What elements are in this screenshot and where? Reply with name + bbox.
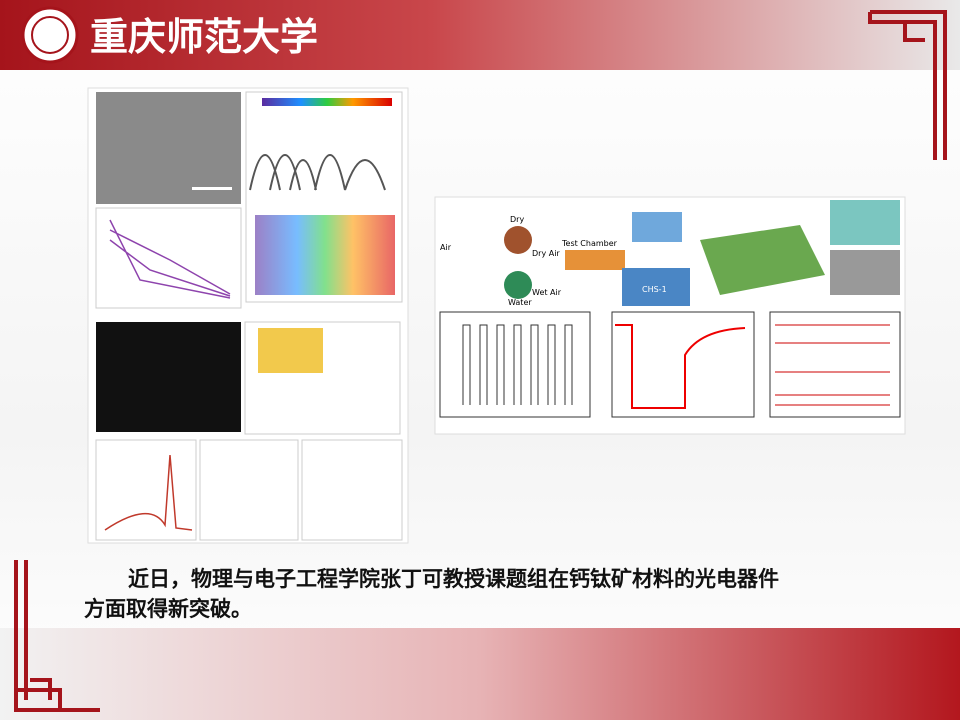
diagram-label: Test Chamber xyxy=(561,239,618,248)
diagram-label: Dry Air xyxy=(532,249,560,258)
header-title: 重庆师范大学 xyxy=(90,14,318,59)
diagram-label: CHS-1 xyxy=(642,285,667,294)
logo xyxy=(21,6,79,64)
diagram-label: Water xyxy=(508,298,532,307)
figure-right: Air Dry Dry Air Water Wet Air Test Chamb… xyxy=(434,196,906,435)
diagram-label: Air xyxy=(440,243,452,252)
caption: 近日，物理与电子工程学院张丁可教授课题组在钙钛矿材料的光电器件 方面取得新突破。 xyxy=(84,564,904,624)
logo-inner xyxy=(31,16,69,54)
footer-band xyxy=(0,628,960,720)
diagram-label: Wet Air xyxy=(532,288,562,297)
diagram-label: Dry xyxy=(510,215,524,224)
caption-line: 方面取得新突破。 xyxy=(84,597,252,621)
corner-ornament xyxy=(14,560,100,712)
header-band xyxy=(0,0,960,70)
corner-ornament xyxy=(868,10,947,160)
caption-line: 近日，物理与电子工程学院张丁可教授课题组在钙钛矿材料的光电器件 xyxy=(128,567,779,591)
figure-left xyxy=(87,87,409,544)
